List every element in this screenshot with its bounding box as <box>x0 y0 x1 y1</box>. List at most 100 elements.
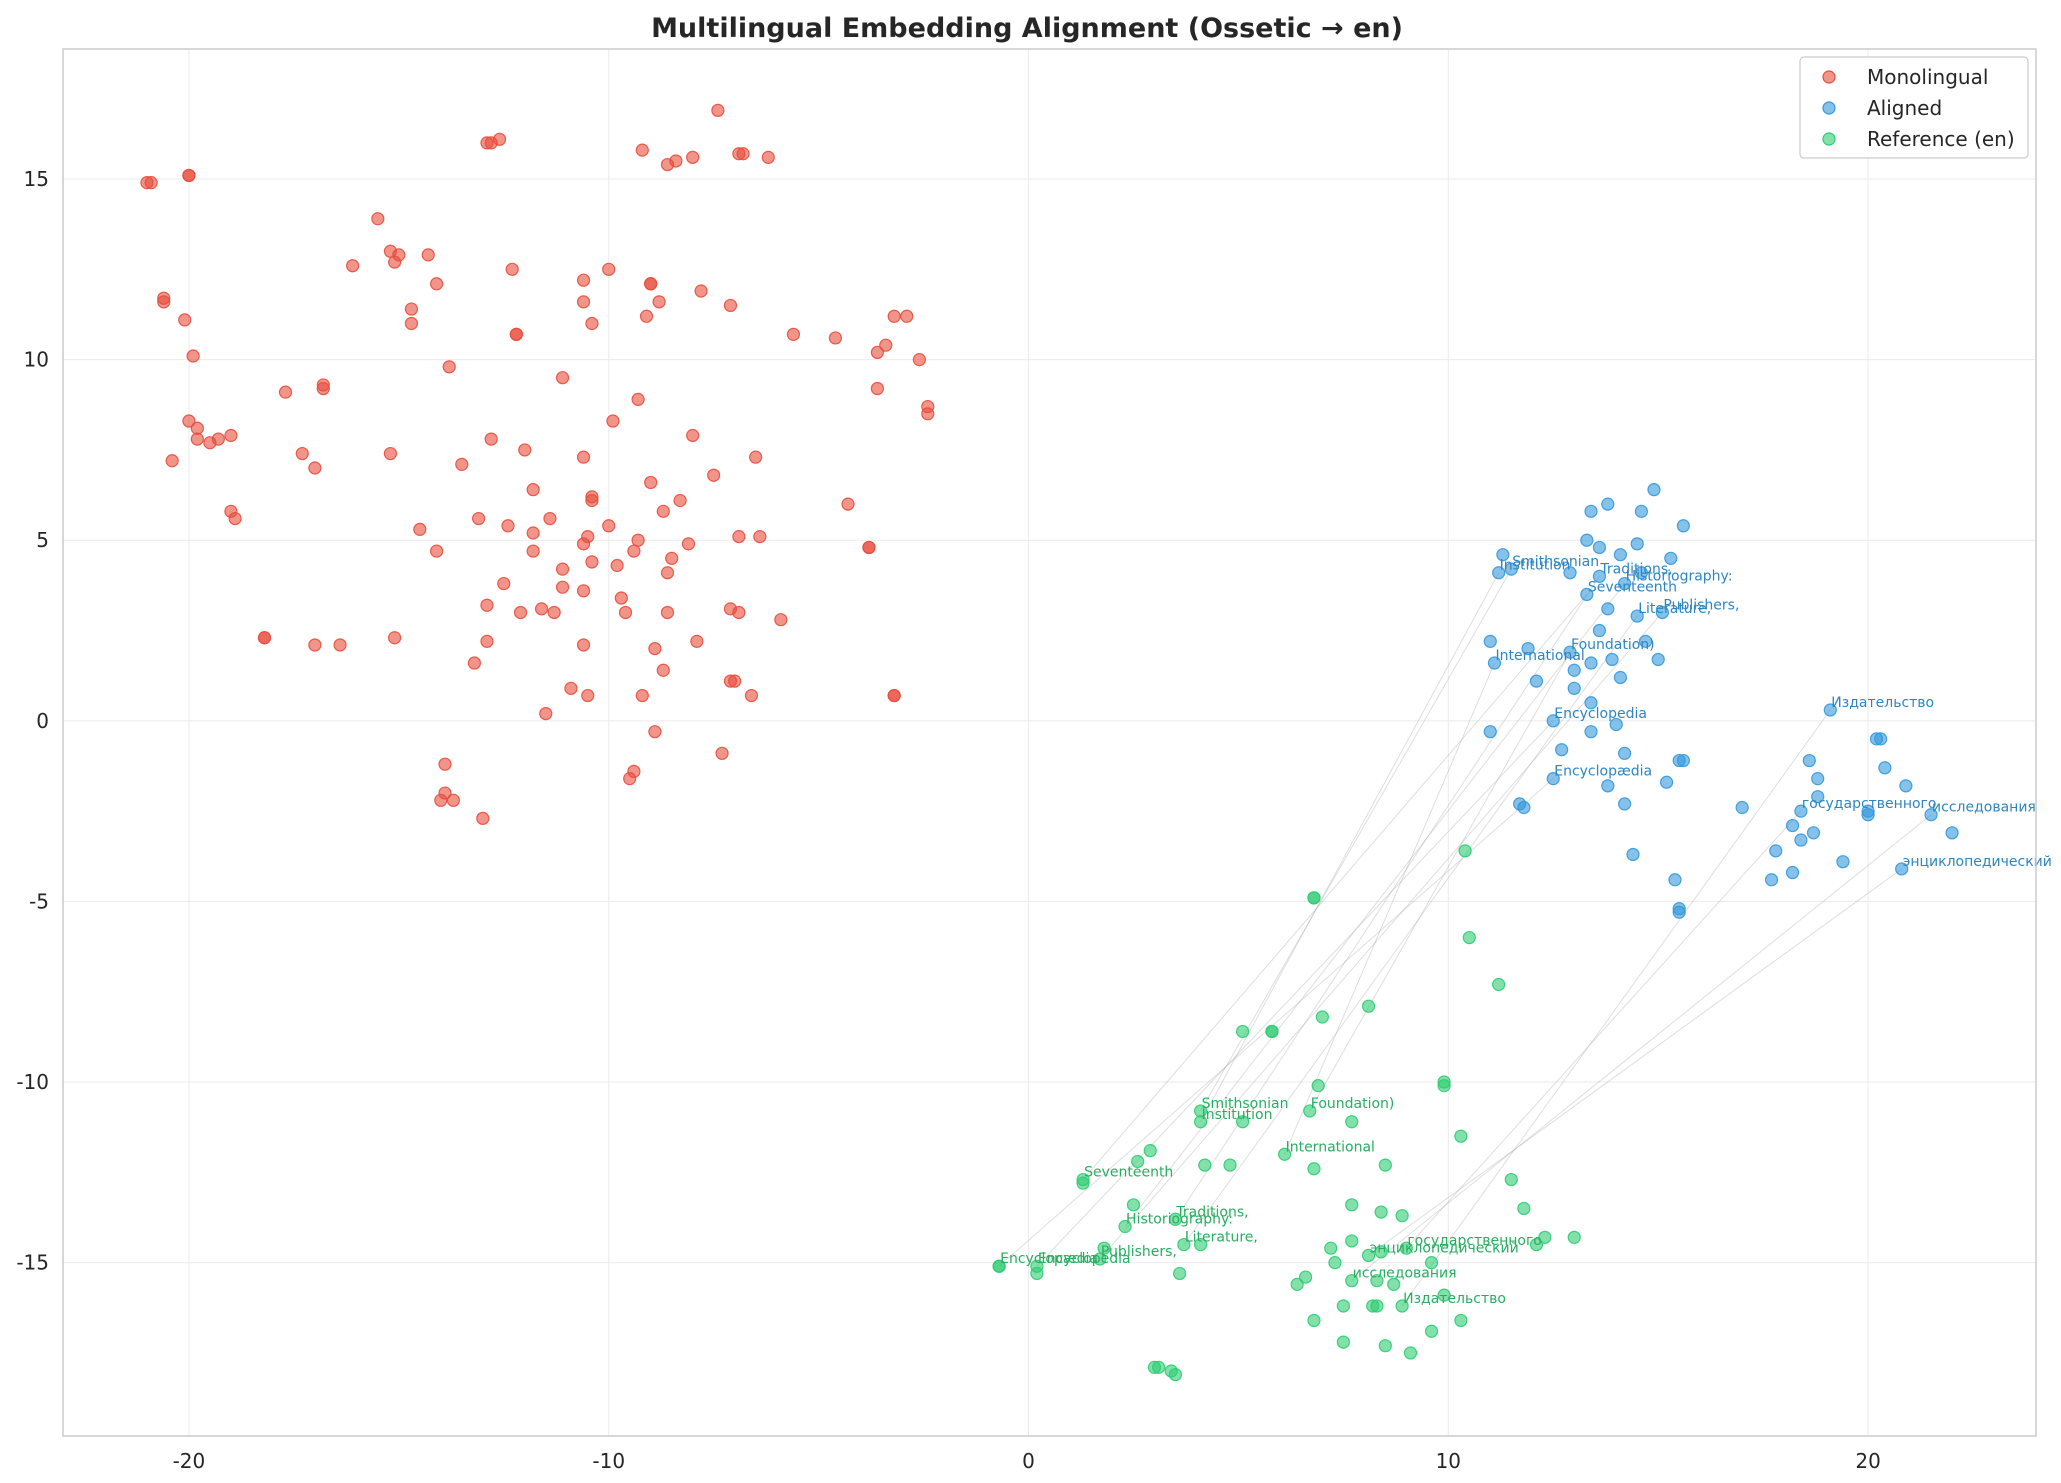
monolingual-point <box>686 428 700 443</box>
aligned-point <box>1659 775 1674 789</box>
reference-en-point <box>1462 930 1476 945</box>
aligned-point <box>1487 656 1502 670</box>
aligned-annotation: Publishers, <box>1663 597 1739 613</box>
monolingual-point <box>581 530 595 544</box>
alignment-link <box>1200 572 1500 1122</box>
monolingual-point <box>652 295 666 309</box>
reference-en-point <box>1131 1154 1145 1169</box>
monolingual-point <box>753 530 767 544</box>
reference-en-point <box>1303 1104 1317 1118</box>
aligned-point <box>1618 576 1632 591</box>
aligned-point <box>1651 652 1665 667</box>
monolingual-point <box>333 638 347 652</box>
monolingual-point <box>660 605 675 620</box>
monolingual-point <box>669 154 683 168</box>
monolingual-point <box>534 602 549 616</box>
monolingual-point <box>480 634 494 648</box>
aligned-point <box>1592 623 1607 638</box>
alignment-link <box>998 778 1554 1267</box>
aligned-point <box>1609 717 1623 732</box>
monolingual-point <box>736 147 750 161</box>
monolingual-point <box>723 298 738 313</box>
aligned-point <box>1618 746 1632 760</box>
monolingual-point <box>446 793 461 807</box>
monolingual-point <box>480 598 494 612</box>
aligned-annotation: International <box>1495 648 1584 664</box>
monolingual-point <box>555 562 570 576</box>
plot-frame <box>62 48 2037 1437</box>
aligned-annotation: Foundation) <box>1571 637 1655 653</box>
monolingual-point <box>887 309 901 323</box>
monolingual-point <box>912 353 926 367</box>
monolingual-point <box>602 262 616 276</box>
aligned-point <box>1769 844 1783 858</box>
monolingual-point <box>392 248 406 262</box>
monolingual-point <box>543 511 557 526</box>
aligned-point <box>1517 800 1531 815</box>
reference-en-point <box>1126 1198 1141 1212</box>
monolingual-point <box>576 450 591 464</box>
aligned-annotation: Institution <box>1500 558 1571 574</box>
aligned-point <box>1655 605 1669 620</box>
reference-en-point <box>1345 1274 1359 1288</box>
monolingual-point <box>744 688 759 703</box>
monolingual-point <box>761 150 775 164</box>
monolingual-point <box>555 580 570 594</box>
monolingual-point <box>526 526 540 540</box>
monolingual-point <box>455 457 469 471</box>
aligned-point <box>1584 656 1598 670</box>
y-tick-label: -5 <box>29 889 49 913</box>
reference-en-point <box>1454 1313 1468 1328</box>
aligned-annotation: Seventeenth <box>1588 579 1677 595</box>
aligned-point <box>1794 804 1808 818</box>
aligned-point <box>1878 761 1892 775</box>
monolingual-point <box>887 688 901 703</box>
aligned-point <box>1785 818 1800 833</box>
reference-annotation: Seventeenth <box>1084 1165 1173 1181</box>
reference-en-point <box>1361 1248 1376 1263</box>
monolingual-point <box>862 540 876 555</box>
aligned-point <box>1676 519 1690 533</box>
monolingual-point <box>467 656 481 670</box>
reference-en-point <box>1361 999 1376 1013</box>
reference-en-point <box>1298 1270 1313 1284</box>
reference-en-point <box>1168 1367 1183 1382</box>
monolingual-point <box>900 309 914 323</box>
legend-marker-reference <box>1822 132 1836 146</box>
monolingual-point <box>190 432 204 446</box>
reference-en-point <box>1143 1144 1157 1158</box>
aligned-point <box>1924 808 1938 822</box>
reference-en-point <box>1236 1024 1250 1039</box>
alignment-link <box>1183 615 1638 1245</box>
monolingual-point <box>371 212 385 226</box>
legend-label-reference: Reference (en) <box>1867 127 2015 151</box>
monolingual-point <box>442 360 456 374</box>
reference-en-point <box>1374 1205 1388 1219</box>
monolingual-point <box>576 638 591 652</box>
monolingual-point <box>711 103 725 118</box>
monolingual-point <box>438 757 452 771</box>
monolingual-point <box>471 511 486 526</box>
reference-annotation: Издательство <box>1403 1291 1506 1307</box>
reference-en-point <box>1307 891 1321 905</box>
monolingual-point <box>182 414 196 428</box>
monolingual-point <box>476 811 490 825</box>
reference-en-point <box>1093 1252 1107 1266</box>
monolingual-point <box>547 605 561 620</box>
reference-en-point <box>1277 1147 1292 1161</box>
monolingual-point <box>278 385 293 399</box>
monolingual-point <box>430 544 444 558</box>
reference-annotation: Literature, <box>1185 1230 1258 1246</box>
monolingual-point <box>388 631 402 645</box>
aligned-point <box>1638 634 1653 648</box>
monolingual-point <box>606 414 620 428</box>
reference-en-point <box>1307 1162 1321 1176</box>
reference-en-point <box>1345 1198 1359 1212</box>
reference-en-point <box>1437 1288 1451 1302</box>
aligned-point <box>1672 902 1686 916</box>
reference-en-point <box>1076 1176 1090 1190</box>
monolingual-point <box>656 663 670 677</box>
alignment-link <box>1124 583 1626 1227</box>
monolingual-point <box>186 349 200 363</box>
